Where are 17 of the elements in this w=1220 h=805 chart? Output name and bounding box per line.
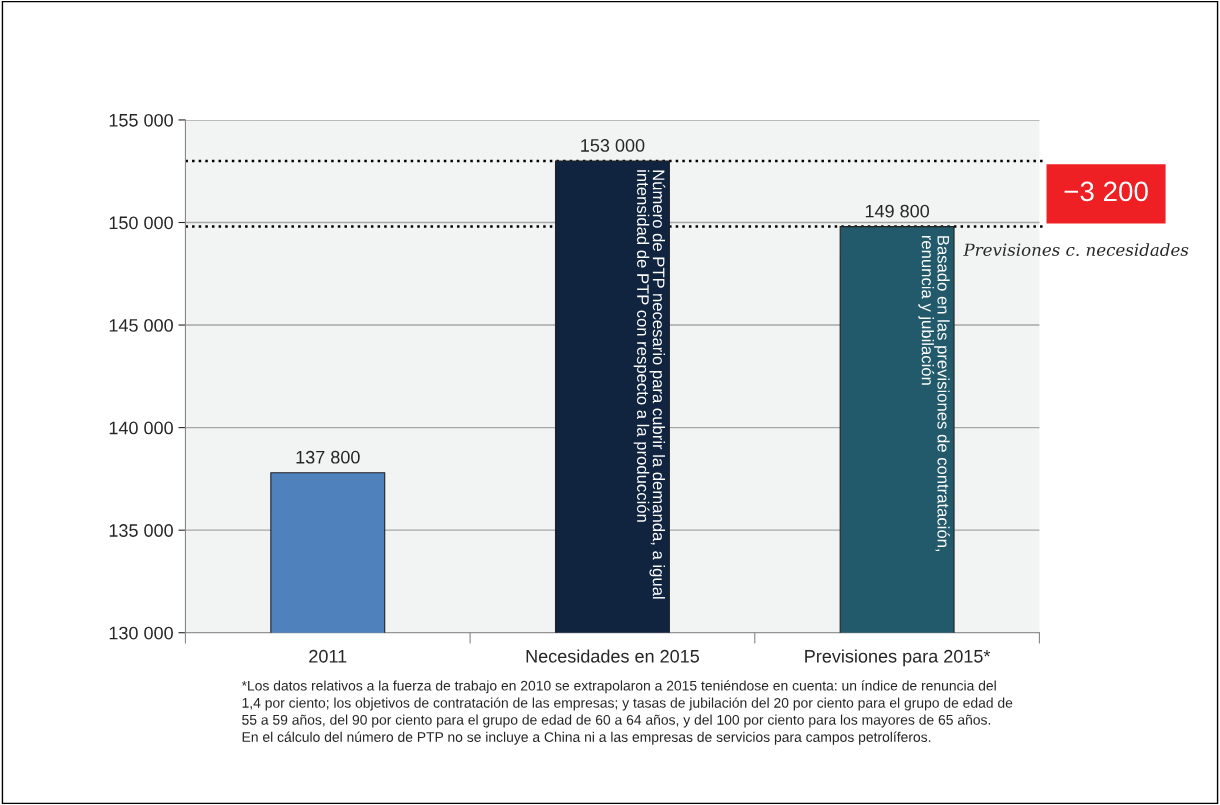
y-tick-label: 135 000 bbox=[109, 524, 173, 537]
data-label: 153 000 bbox=[581, 139, 645, 152]
y-tick-label: 140 000 bbox=[109, 421, 173, 435]
text: *Los datos relativos a la fuerza de trabajo en 2010 se extrapolaron a 2015 teniéndose en cuenta: un índice de renuncia del 1,4 por ciento; los objetivos de contratación de las empresas; y tasas de jubilación del 20 por ciento para el grupo de edad de 55 a 59 años, del 90 por ciento para el grupo de edad de 60 a 64 años, y del 100 por ciento para los mayores de 65 años. En el cálculo del número de PTP no se incluye a China ni a las empresas de servicios para campos petrolíferos. bbox=[241, 680, 1013, 745]
x-tick-label: Necesidades en 2015 bbox=[526, 649, 700, 663]
y-tick-label: 145 000 bbox=[109, 318, 173, 332]
y-tick-label: 130 000 bbox=[109, 626, 173, 640]
data-label: 149 800 bbox=[865, 204, 930, 218]
y-tick-label: 150 000 bbox=[109, 216, 173, 230]
x-tick-label: Previsiones para 2015* bbox=[805, 649, 991, 667]
annotation: Basado en las previsiones de contratación, renuncia y jubilación bbox=[918, 235, 950, 552]
x-tick-label: 2011 bbox=[309, 649, 347, 663]
text: −3 200 bbox=[1064, 181, 1148, 202]
data-label: 137 800 bbox=[296, 450, 360, 464]
annotation: Número de PTP necesario para cubrir la demanda, a igual intensidad de PTP con respecto a la producción bbox=[633, 170, 666, 599]
annotation: Previsiones c. necesidades bbox=[963, 243, 1189, 257]
y-tick-label: 155 000 bbox=[109, 113, 173, 127]
